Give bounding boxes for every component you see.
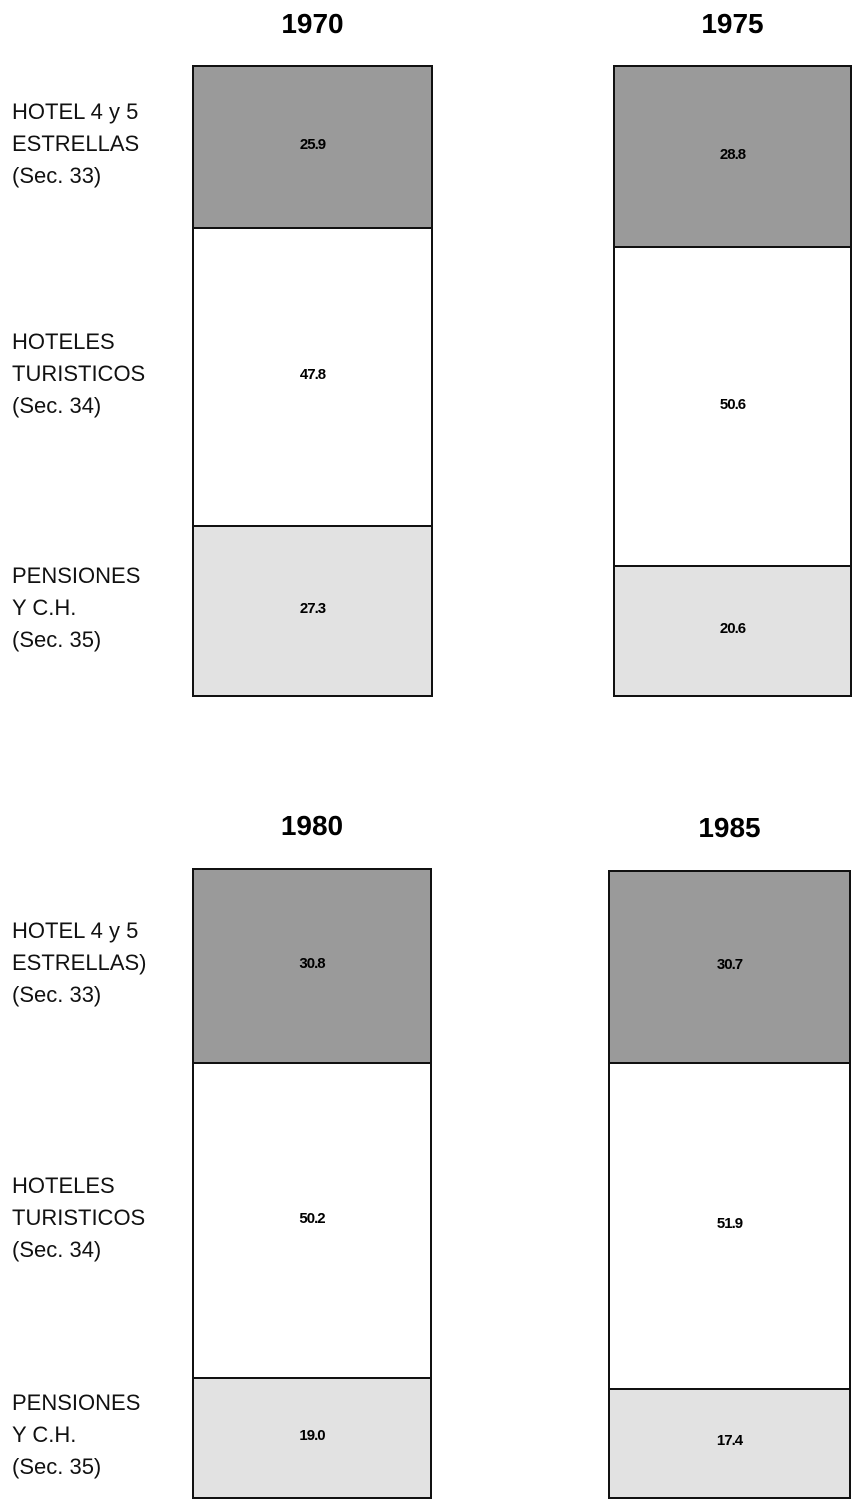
bar-segment	[192, 226, 433, 527]
value-label: 19.0	[299, 1427, 325, 1445]
legend-label: HOTELES TURISTICOS (Sec. 34)	[12, 1172, 146, 1262]
legend-label: PENSIONES Y C.H. (Sec. 35)	[12, 562, 141, 652]
value-label: 30.8	[299, 954, 325, 972]
bar-segment	[613, 246, 852, 568]
value-label: 17.4	[716, 1432, 743, 1450]
value-label: 47.8	[299, 365, 326, 383]
chart-title: 1985	[698, 812, 761, 843]
bar-segment	[608, 870, 851, 1065]
chart-title: 1975	[701, 8, 764, 39]
legend-label: HOTELES TURISTICOS (Sec. 34)	[12, 328, 146, 418]
bar-segment	[192, 1377, 432, 1499]
bar-segment	[192, 65, 433, 229]
legend-label: HOTEL 4 y 5 ESTRELLAS) (Sec. 33)	[12, 917, 147, 1007]
value-label: 50.6	[719, 395, 746, 413]
chart-title: 1970	[281, 8, 344, 39]
value-label: 28.8	[719, 145, 746, 163]
legend-label: PENSIONES Y C.H. (Sec. 35)	[12, 1390, 141, 1480]
bar-segment	[613, 65, 852, 249]
value-label: 20.6	[719, 620, 746, 638]
legend-label: HOTEL 4 y 5 ESTRELLAS (Sec. 33)	[12, 98, 140, 188]
bar-segment	[192, 1061, 432, 1380]
value-label: 25.9	[299, 135, 326, 153]
value-label: 51.9	[716, 1215, 743, 1233]
value-label: 50.2	[299, 1209, 325, 1227]
value-label: 30.7	[716, 956, 743, 974]
bar-segment	[613, 565, 852, 697]
chart-title: 1980	[280, 810, 344, 841]
bar-segment	[608, 1062, 851, 1390]
bar-segment	[608, 1387, 851, 1499]
bar-segment	[192, 524, 433, 697]
bar-segment	[192, 868, 432, 1064]
value-label: 27.3	[299, 599, 326, 617]
